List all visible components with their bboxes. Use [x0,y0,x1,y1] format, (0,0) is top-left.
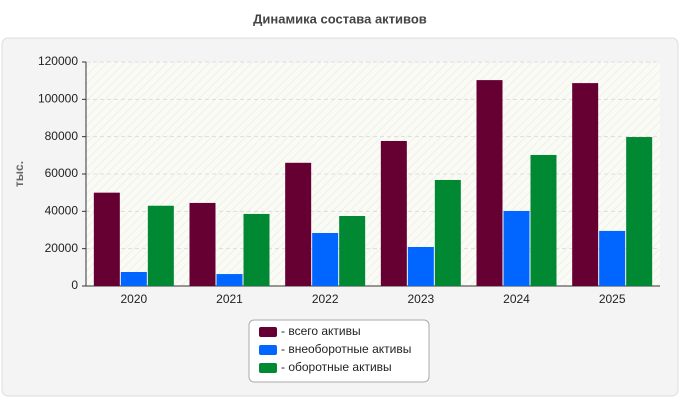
y-tick-label: 100000 [38,92,78,106]
legend-label: - всего активы [281,324,361,338]
bar [312,232,339,286]
y-tick-label: 40000 [45,204,79,218]
bar [216,274,243,286]
y-tick-label: 0 [71,278,78,292]
bar [93,192,120,286]
legend-swatch [259,327,277,337]
bar [572,83,599,287]
y-tick-label: 60000 [45,166,79,180]
x-tick-label: 2020 [120,292,147,306]
bar [434,179,461,286]
bar [120,272,147,286]
y-tick-label: 20000 [45,241,79,255]
legend [248,319,430,383]
chart-title: Динамика состава активов [253,11,427,26]
bar [189,202,216,286]
bar [407,246,434,286]
x-tick-label: 2024 [503,292,530,306]
y-tick-label: 120000 [38,54,78,68]
y-tick-label: 80000 [45,129,79,143]
legend-label: - внеоборотные активы [281,342,411,356]
legend-swatch [259,363,277,373]
legend-label: - оборотные активы [281,360,392,374]
bar [626,137,653,286]
bar [530,154,557,286]
legend-swatch [259,345,277,355]
bar [599,230,626,286]
bar [339,216,366,286]
bar [243,213,270,286]
bar [476,80,503,287]
y-axis-label: тыс. [12,161,26,187]
bar [503,210,530,286]
x-tick-label: 2023 [407,292,434,306]
x-tick-label: 2022 [312,292,339,306]
bar [147,205,174,286]
bar [285,162,312,286]
x-tick-label: 2021 [216,292,243,306]
x-tick-label: 2025 [599,292,626,306]
bar [380,140,407,286]
